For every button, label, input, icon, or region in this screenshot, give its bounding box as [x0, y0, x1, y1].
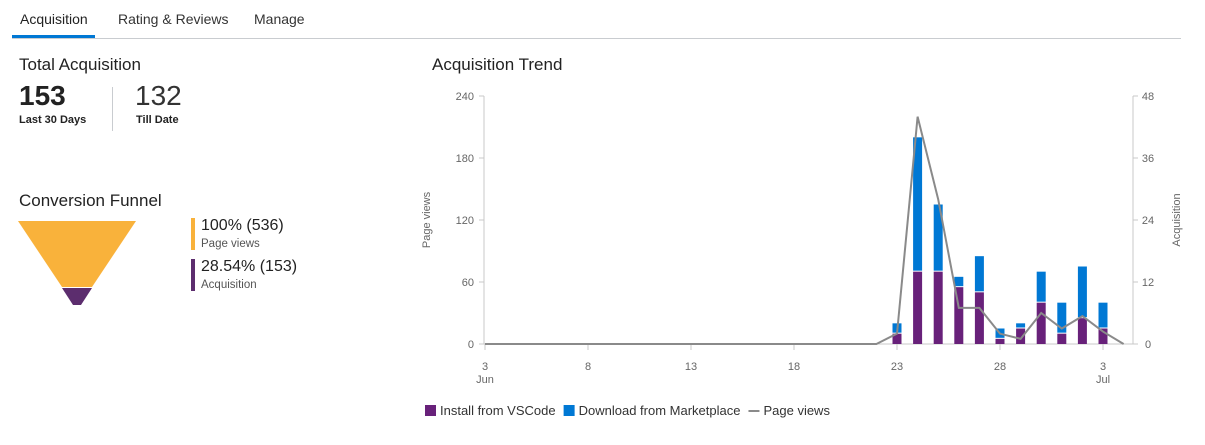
bar-download-from-marketplace: [1057, 302, 1067, 333]
right-axis-tick-label: 0: [1145, 339, 1151, 351]
bar-download-from-marketplace: [913, 137, 923, 271]
tab-rating-reviews[interactable]: Rating & Reviews: [118, 11, 229, 27]
page-views-line: [485, 116, 1125, 345]
conversion-funnel-title: Conversion Funnel: [19, 191, 162, 210]
x-axis-tick-label: 18: [788, 361, 800, 373]
tab-manage[interactable]: Manage: [254, 11, 305, 27]
funnel-stage-acquisition: [62, 288, 92, 305]
bar-download-from-marketplace: [1016, 323, 1026, 328]
bar-download-from-marketplace: [974, 256, 984, 292]
funnel-legend-swatch-page-views: [191, 218, 195, 250]
bar-install-from-vscode: [1016, 328, 1026, 344]
bar-install-from-vscode: [1057, 333, 1067, 344]
left-axis-tick-label: 60: [462, 277, 474, 289]
bar-download-from-marketplace: [933, 204, 943, 271]
funnel-graphic: [18, 221, 136, 305]
left-axis-tick-label: 240: [456, 91, 474, 103]
legend-label: Install from VSCode: [440, 403, 556, 418]
right-axis-title: Acquisition: [1171, 193, 1183, 246]
x-axis-month-label: Jul: [1096, 374, 1110, 386]
bar-install-from-vscode: [933, 271, 943, 344]
stats-divider: [112, 87, 113, 131]
funnel-page-views-value: 100% (536): [201, 217, 284, 234]
x-axis-tick-label: 13: [685, 361, 697, 373]
x-axis-month-label: Jun: [476, 374, 494, 386]
funnel-acquisition-label: Acquisition: [201, 279, 257, 291]
bar-install-from-vscode: [1077, 318, 1087, 344]
last-30-days-value: 153: [19, 80, 66, 111]
bar-download-from-marketplace: [1036, 271, 1046, 302]
active-tab-indicator: [12, 35, 95, 38]
acquisition-trend-title: Acquisition Trend: [432, 55, 563, 74]
left-axis-tick-label: 0: [468, 339, 474, 351]
right-axis-tick-label: 48: [1142, 91, 1154, 103]
bar-install-from-vscode: [1098, 328, 1108, 344]
x-axis-tick-label: 3: [482, 361, 488, 373]
legend-swatch: [425, 405, 436, 416]
bar-install-from-vscode: [913, 271, 923, 344]
tab-bar: Acquisition Rating & Reviews Manage: [12, 0, 1181, 39]
bar-install-from-vscode: [954, 287, 964, 344]
funnel-acquisition-value: 28.54% (153): [201, 258, 298, 275]
x-axis-tick-label: 23: [891, 361, 903, 373]
till-date-label: Till Date: [136, 114, 179, 126]
left-axis-tick-label: 120: [456, 215, 474, 227]
legend-label: Download from Marketplace: [579, 403, 741, 418]
funnel-legend-swatch-acquisition: [191, 259, 195, 291]
right-axis-tick-label: 12: [1142, 277, 1154, 289]
funnel-page-views-label: Page views: [201, 238, 260, 250]
till-date-value: 132: [135, 80, 182, 111]
acquisition-trend-chart: 0 60 120 180 240 0 12 24 36 48 Page views Acquisiti…: [421, 91, 1183, 418]
tab-acquisition[interactable]: Acquisition: [20, 11, 88, 27]
bar-install-from-vscode: [974, 292, 984, 344]
last-30-days-label: Last 30 Days: [19, 114, 87, 126]
legend-swatch: [563, 405, 575, 416]
total-acquisition-title: Total Acquisition: [19, 55, 141, 74]
right-axis-tick-label: 36: [1142, 153, 1154, 165]
x-axis-tick-label: 3: [1100, 361, 1106, 373]
bar-install-from-vscode: [1036, 302, 1046, 344]
legend-label: Page views: [763, 403, 830, 418]
x-axis-tick-label: 8: [585, 361, 591, 373]
right-axis-tick-label: 24: [1142, 215, 1154, 227]
bar-install-from-vscode: [892, 333, 902, 344]
bar-download-from-marketplace: [1098, 302, 1108, 328]
funnel-stage-page-views: [18, 221, 136, 287]
left-axis-tick-label: 180: [456, 153, 474, 165]
bar-download-from-marketplace: [954, 276, 964, 287]
bar-install-from-vscode: [995, 338, 1005, 344]
bar-download-from-marketplace: [1077, 266, 1087, 318]
x-axis-tick-label: 28: [994, 361, 1006, 373]
left-axis-title: Page views: [421, 191, 433, 248]
